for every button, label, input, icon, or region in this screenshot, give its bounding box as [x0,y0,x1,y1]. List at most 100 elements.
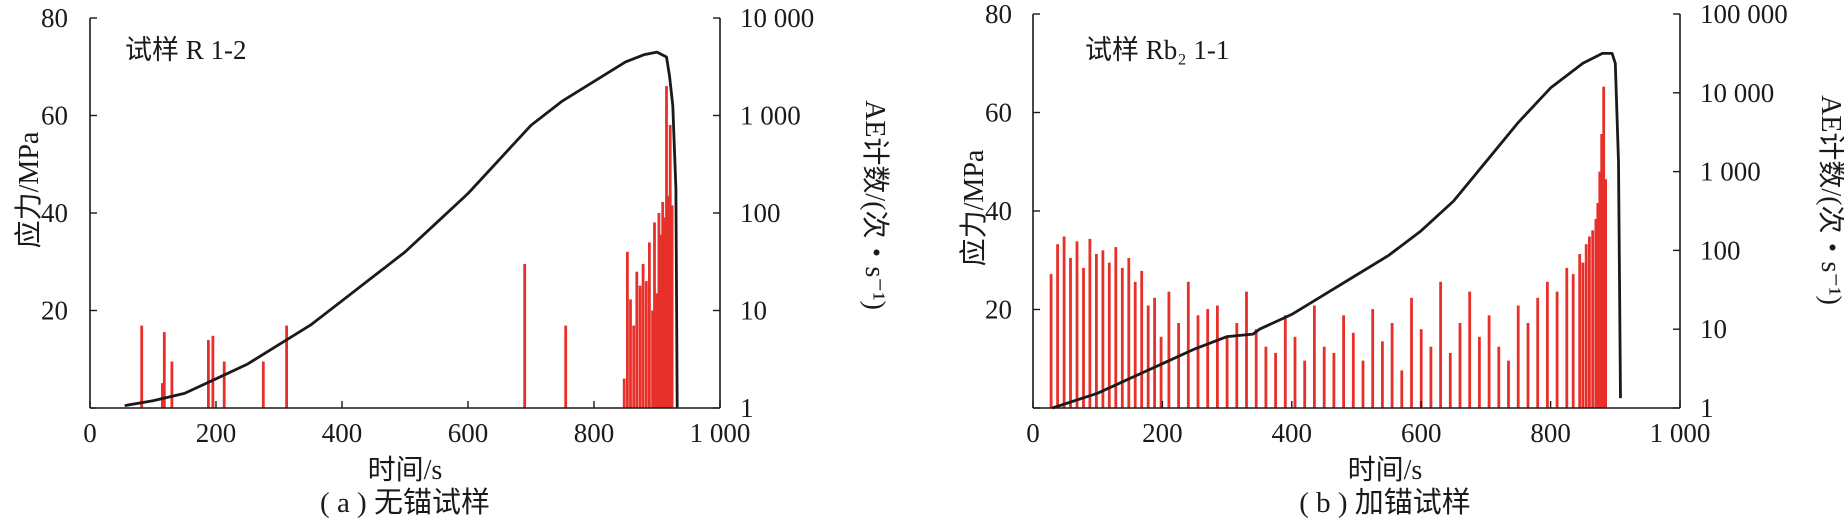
y2-tick-label: 100 [1700,235,1741,265]
ae-count-bar [663,217,666,408]
specimen-label-a: 试样 R 1-2 [125,35,247,65]
ae-count-bar [1448,352,1452,408]
ae-count-bar [1584,244,1588,408]
ae-count-bar [1516,305,1520,408]
x-axis-title-a: 时间/s [368,454,443,486]
ae-count-bar [657,213,661,408]
ae-count-bar [1507,360,1510,408]
ae-count-bar [638,285,642,408]
y-axis-title-left-a: 应力/MPa [13,131,45,248]
x-axis-title-b: 时间/s [1348,454,1423,486]
ae-count-bar [1594,219,1598,408]
ae-count-bar [1056,244,1059,408]
ae-count-bar [1571,274,1575,408]
ae-count-bar [564,325,568,408]
ae-count-bar [661,201,665,408]
ae-count-bar [1332,352,1336,408]
ae-count-bar [1254,329,1258,408]
y2-tick-label: 1 [1700,393,1714,423]
ae-count-bar [523,264,527,408]
ae-count-bar [1478,336,1481,408]
ae-count-bar [1177,323,1180,408]
ae-count-bar [1274,352,1277,408]
ae-count-bar [1591,230,1595,408]
ae-count-bar [1439,281,1442,408]
y-axis-title-left-b: 应力/MPa [958,149,990,266]
ae-count-bar [635,271,639,408]
ae-count-bar [622,378,626,408]
stress-curve [1051,52,1622,410]
ae-count-bar [653,222,656,408]
ae-count-bar [1082,267,1085,408]
ae-count-bar [1133,281,1137,408]
ae-count-bar [1390,323,1394,408]
ae-count-bar [1196,315,1200,408]
ae-count-bar [1400,370,1404,408]
ae-count-bar [641,264,645,408]
x-tick-label: 600 [448,418,489,448]
y-tick-label: 80 [41,3,68,33]
ae-count-bar [1578,254,1582,408]
ae-count-bar [140,325,144,408]
ae-count-bar [651,310,654,408]
ae-count-bar [1206,309,1210,408]
ae-count-bar [1555,291,1559,408]
ae-count-bar [1069,258,1072,408]
y-axis-title-right-a: AE计数/(次・s⁻¹) [859,100,891,310]
ae-count-bar [626,251,629,408]
ae-count-bar [1487,315,1491,408]
ae-count-bar [1546,281,1549,408]
ae-count-bar [1140,270,1144,408]
y2-tick-label: 10 000 [1700,78,1774,108]
ae-count-bar [1371,309,1375,408]
ae-count-bar [670,205,674,408]
ae-count-bar [1565,267,1569,408]
ae-count-bar [1101,250,1105,408]
ae-count-bar [1245,291,1248,408]
ae-count-bar [1600,134,1604,408]
x-tick-label: 400 [1272,418,1313,448]
ae-count-bar [1088,238,1092,408]
ae-count-bar [1120,267,1124,408]
ae-count-bar [161,383,164,408]
y2-tick-label: 1 000 [740,101,801,131]
ae-count-bar [1146,305,1150,408]
y-tick-label: 40 [41,198,68,228]
caption-a: ( a ) 无锚试样 [320,486,490,519]
x-tick-label: 200 [196,418,237,448]
ae-count-bar [1283,315,1287,408]
ae-count-bar [1526,323,1530,408]
ae-count-bar [1293,336,1297,408]
x-tick-label: 0 [1026,418,1040,448]
ae-count-bar [1429,346,1433,408]
ae-count-bar [648,242,651,408]
ae-count-bar [1588,236,1591,408]
x-tick-label: 1 000 [690,418,751,448]
ae-count-bar [1381,341,1384,408]
x-tick-label: 400 [322,418,363,448]
ae-count-bar [668,124,672,409]
ae-count-bar [632,325,636,408]
ae-count-bar [285,325,288,408]
ae-count-bar [1303,360,1307,408]
y2-tick-label: 100 000 [1700,0,1788,29]
ae-count-bar [1127,258,1131,408]
y-tick-label: 60 [41,101,68,131]
x-tick-label: 0 [83,418,97,448]
ae-count-bar [222,361,226,408]
chart-panel-a: 试样 R 1-2 应力/MPa AE计数/(次・s⁻¹) 时间/s ( a ) … [13,3,891,519]
ae-count-bar [1167,291,1171,408]
y2-tick-label: 10 000 [740,3,814,33]
ae-count-bar [1342,315,1345,408]
ae-count-bar [655,293,659,408]
ae-count-bar [1536,297,1540,408]
ae-count-bar [1159,336,1163,408]
ae-count-bar [207,339,210,408]
x-tick-label: 800 [1530,418,1571,448]
ae-count-bar [1075,241,1079,408]
ae-count-bar [1598,171,1602,408]
ae-count-bar [1322,346,1326,408]
ae-count-bar [659,234,663,408]
ae-count-bar [1062,236,1066,408]
